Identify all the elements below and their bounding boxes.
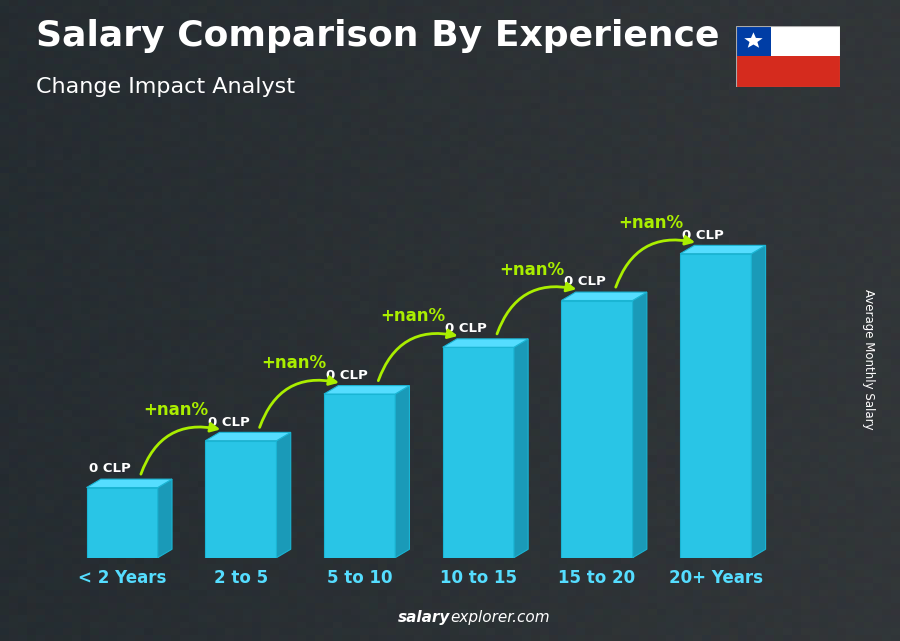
Text: Average Monthly Salary: Average Monthly Salary <box>862 288 875 429</box>
Polygon shape <box>86 479 172 488</box>
Text: Change Impact Analyst: Change Impact Analyst <box>36 77 295 97</box>
Text: salary: salary <box>398 610 450 625</box>
FancyArrowPatch shape <box>141 424 217 474</box>
Bar <box>736 26 840 56</box>
Text: +nan%: +nan% <box>500 261 564 279</box>
Text: Salary Comparison By Experience: Salary Comparison By Experience <box>36 19 719 53</box>
Text: +nan%: +nan% <box>143 401 208 419</box>
Text: +nan%: +nan% <box>381 308 446 326</box>
FancyArrowPatch shape <box>616 237 692 287</box>
Bar <box>680 254 752 558</box>
Bar <box>443 347 514 558</box>
Polygon shape <box>752 246 766 558</box>
Polygon shape <box>443 339 528 347</box>
Bar <box>324 394 395 558</box>
Bar <box>562 301 633 558</box>
Text: +nan%: +nan% <box>618 214 683 232</box>
Text: 0 CLP: 0 CLP <box>446 322 487 335</box>
Text: +nan%: +nan% <box>262 354 327 372</box>
Text: 0 CLP: 0 CLP <box>682 229 725 242</box>
FancyArrowPatch shape <box>378 330 454 381</box>
Bar <box>736 26 770 56</box>
Polygon shape <box>158 479 172 558</box>
Polygon shape <box>562 292 647 301</box>
Text: explorer.com: explorer.com <box>450 610 550 625</box>
FancyArrowPatch shape <box>497 283 573 334</box>
Polygon shape <box>276 433 291 558</box>
Polygon shape <box>744 32 762 48</box>
Bar <box>205 441 276 558</box>
FancyArrowPatch shape <box>259 377 336 428</box>
Bar <box>736 56 840 87</box>
Polygon shape <box>633 292 647 558</box>
Text: 0 CLP: 0 CLP <box>89 462 130 476</box>
Polygon shape <box>514 339 528 558</box>
Polygon shape <box>680 246 766 254</box>
Bar <box>86 488 158 558</box>
Text: 0 CLP: 0 CLP <box>563 276 606 288</box>
Text: 0 CLP: 0 CLP <box>327 369 368 382</box>
Polygon shape <box>205 433 291 441</box>
Polygon shape <box>395 386 410 558</box>
Polygon shape <box>324 386 410 394</box>
Text: 0 CLP: 0 CLP <box>208 415 249 429</box>
